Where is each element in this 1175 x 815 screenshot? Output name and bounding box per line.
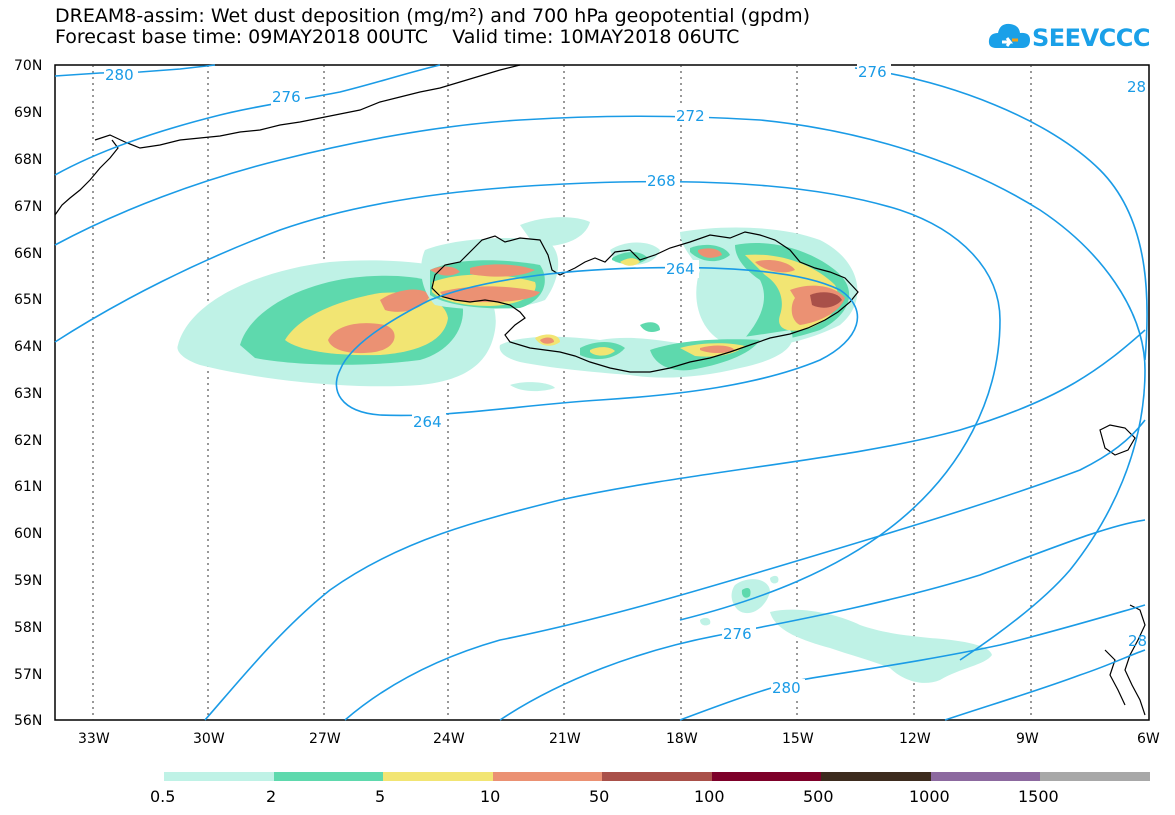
grid	[92, 65, 1032, 720]
lat-label: 64N	[14, 339, 42, 355]
geopotential-contours	[54, 64, 1148, 721]
colorbar-label: 1500	[1018, 787, 1059, 806]
logo-text: SEEVCCC	[1032, 24, 1151, 52]
map-frame	[54, 64, 1150, 721]
lat-label: 56N	[14, 713, 42, 729]
chart-subtitle: Forecast base time: 09MAY2018 00UTC Vali…	[55, 26, 740, 48]
colorbar-segment	[383, 772, 493, 781]
contour-label: 272	[676, 107, 705, 125]
contour-label: 264	[413, 413, 442, 431]
lon-label: 15W	[782, 731, 814, 747]
seevccc-logo: SEEVCCC	[988, 18, 1151, 58]
colorbar-segment	[1040, 772, 1150, 781]
colorbar-label: 1000	[909, 787, 950, 806]
chart-title: DREAM8-assim: Wet dust deposition (mg/m²…	[55, 5, 811, 27]
lon-label: 18W	[666, 731, 698, 747]
lon-label: 24W	[433, 731, 465, 747]
colorbar-segment	[493, 772, 602, 781]
contour-labels: 280 276 272 268 264 264 276 280 276 28 2…	[104, 63, 1147, 697]
colorbar-segment	[931, 772, 1040, 781]
colorbar: 0.5 2 5 10 50 100 500 1000 1500	[150, 772, 1150, 806]
colorbar-segment	[602, 772, 712, 781]
lon-label: 6W	[1137, 731, 1160, 747]
colorbar-label: 5	[375, 787, 385, 806]
lon-label: 21W	[549, 731, 581, 747]
dust-deposition-field	[177, 217, 992, 683]
longitude-labels: 33W 30W 27W 24W 21W 18W 15W 12W 9W 6W	[78, 731, 1160, 747]
lon-label: 12W	[899, 731, 931, 747]
lon-label: 33W	[78, 731, 110, 747]
contour-label: 268	[647, 172, 676, 190]
contour-label: 28	[1127, 78, 1146, 96]
contour-label: 276	[272, 88, 301, 106]
lat-label: 69N	[14, 105, 42, 121]
contour-label: 28	[1128, 632, 1147, 650]
lat-label: 57N	[14, 667, 42, 683]
lat-label: 60N	[14, 526, 42, 542]
colorbar-label: 10	[480, 787, 500, 806]
colorbar-segment	[164, 772, 274, 781]
cloud-logo-icon	[988, 23, 1030, 48]
lon-label: 27W	[309, 731, 341, 747]
colorbar-label: 0.5	[150, 787, 175, 806]
contour-label: 276	[858, 63, 887, 81]
lon-label: 9W	[1016, 731, 1039, 747]
colorbar-segment	[712, 772, 821, 781]
colorbar-label: 50	[589, 787, 609, 806]
contour-label: 280	[772, 679, 801, 697]
colorbar-label: 500	[803, 787, 834, 806]
lat-label: 59N	[14, 573, 42, 589]
contour-label: 264	[666, 260, 695, 278]
lat-label: 62N	[14, 433, 42, 449]
colorbar-label: 100	[694, 787, 725, 806]
lat-label: 65N	[14, 292, 42, 308]
colorbar-label: 2	[266, 787, 276, 806]
lon-label: 30W	[193, 731, 225, 747]
lat-label: 67N	[14, 199, 42, 215]
contour-label: 280	[105, 66, 134, 84]
lat-label: 68N	[14, 152, 42, 168]
contour-label: 276	[723, 625, 752, 643]
lat-label: 66N	[14, 246, 42, 262]
lat-label: 58N	[14, 620, 42, 636]
lat-label: 61N	[14, 479, 42, 495]
latitude-labels: 70N 69N 68N 67N 66N 65N 64N 63N 62N 61N …	[14, 58, 42, 729]
colorbar-segment	[821, 772, 931, 781]
lat-label: 63N	[14, 386, 42, 402]
lat-label: 70N	[14, 58, 42, 74]
coastlines	[54, 64, 1146, 716]
colorbar-segment	[274, 772, 383, 781]
